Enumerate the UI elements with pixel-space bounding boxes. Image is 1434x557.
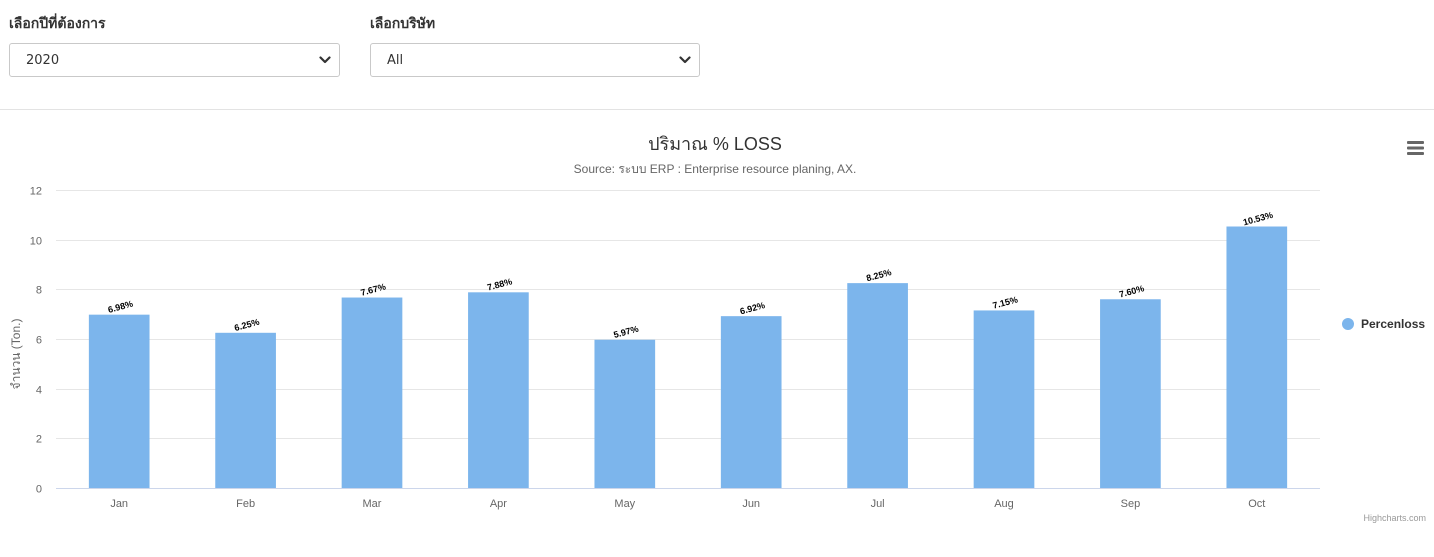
legend-marker: [1342, 318, 1354, 330]
chevron-down-icon: [679, 56, 691, 64]
x-tick-label: Jul: [871, 498, 885, 510]
legend[interactable]: Percenloss: [1342, 317, 1425, 331]
x-axis-tick-labels: Jan Feb Mar Apr May Jun Jul Aug Sep Oct: [110, 498, 1265, 510]
company-filter-label: เลือกบริษัท: [370, 16, 436, 32]
data-label: 8.25%: [865, 267, 892, 283]
year-filter-label: เลือกปีที่ต้องการ: [9, 16, 106, 32]
chart-container: ปริมาณ % LOSS Source: ระบบ ERP : Enterpr…: [0, 115, 1434, 557]
data-label: 7.67%: [360, 281, 387, 297]
bar-may[interactable]: [594, 339, 656, 488]
x-tick-label: Aug: [994, 498, 1014, 510]
x-tick-label: Jun: [742, 498, 760, 510]
data-label: 7.88%: [486, 276, 513, 292]
data-label: 7.60%: [1118, 283, 1145, 299]
y-tick-label: 8: [36, 285, 42, 297]
highcharts-credit[interactable]: Highcharts.com: [1363, 513, 1426, 523]
data-label: 5.97%: [612, 324, 639, 340]
year-select-value: 2020: [26, 53, 60, 68]
y-tick-label: 4: [36, 385, 42, 397]
bar-jul[interactable]: [847, 283, 908, 488]
y-axis-tick-labels: 0 2 4 6 8 10 12: [30, 186, 42, 496]
chart-menu-button[interactable]: [1403, 137, 1427, 159]
bar-aug[interactable]: [973, 310, 1035, 488]
data-label: 10.53%: [1242, 210, 1274, 228]
x-tick-label: Sep: [1121, 498, 1141, 510]
bar-mar[interactable]: [341, 297, 403, 488]
company-select-value: All: [387, 53, 404, 68]
chevron-down-icon: [319, 56, 331, 64]
x-tick-label: May: [614, 498, 635, 510]
chart-subtitle: Source: ระบบ ERP : Enterprise resource p…: [574, 162, 857, 176]
chart-title: ปริมาณ % LOSS: [648, 134, 782, 154]
y-tick-label: 2: [36, 434, 42, 446]
bar-jan[interactable]: [88, 314, 150, 488]
hamburger-menu-icon: [1407, 141, 1424, 155]
year-select[interactable]: 2020: [9, 43, 340, 77]
x-tick-label: Apr: [490, 498, 507, 510]
bar-apr[interactable]: [468, 292, 529, 488]
bar-sep[interactable]: [1100, 299, 1161, 488]
legend-item-label: Percenloss: [1361, 317, 1425, 331]
bar-jun[interactable]: [720, 316, 782, 488]
x-tick-label: Mar: [363, 498, 382, 510]
data-label: 6.98%: [107, 299, 134, 315]
x-tick-label: Oct: [1248, 498, 1265, 510]
y-tick-label: 6: [36, 335, 42, 347]
y-axis-title: จำนวน (Ton.): [9, 319, 23, 390]
company-select[interactable]: All: [370, 43, 700, 77]
percent-loss-chart: ปริมาณ % LOSS Source: ระบบ ERP : Enterpr…: [9, 134, 1427, 523]
bar-series: [88, 226, 1288, 488]
y-tick-label: 0: [36, 484, 42, 496]
x-tick-label: Jan: [110, 498, 128, 510]
bar-feb[interactable]: [215, 332, 276, 488]
x-tick-label: Feb: [236, 498, 255, 510]
data-labels: 6.98% 6.25% 7.67% 7.88% 5.97% 6.92% 8.25% 7.15%…: [107, 210, 1274, 340]
bar-oct[interactable]: [1226, 226, 1288, 488]
data-label: 7.15%: [992, 294, 1019, 310]
data-label: 6.25%: [233, 317, 260, 333]
y-tick-label: 12: [30, 186, 42, 198]
data-label: 6.92%: [739, 300, 766, 316]
y-tick-label: 10: [30, 236, 42, 248]
year-filter: เลือกปีที่ต้องการ 2020: [9, 14, 340, 77]
filter-bar: เลือกปีที่ต้องการ 2020 เลือกบริษัท All: [0, 0, 1434, 110]
company-filter: เลือกบริษัท All: [370, 14, 700, 77]
